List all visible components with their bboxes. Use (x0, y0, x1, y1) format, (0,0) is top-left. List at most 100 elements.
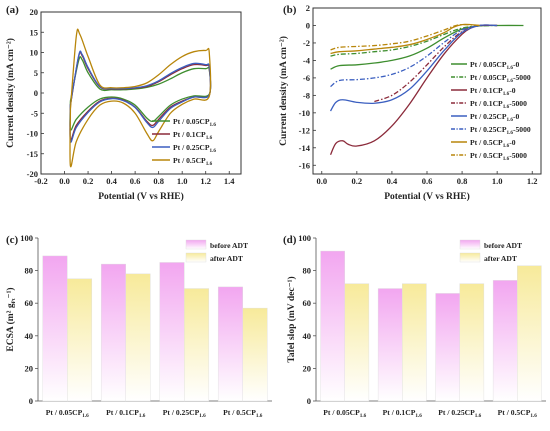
panel-d-bar-after-4 (517, 265, 542, 402)
panel-c-bar-before-1 (42, 255, 68, 402)
panel-a-x-tick-label: 1.0 (177, 176, 188, 186)
panel-c-bar-before-3 (159, 262, 185, 402)
panel-a-label: (a) (6, 4, 19, 16)
panel-d-y-tick-label: 60 (303, 298, 312, 308)
panel-b-x-tick-label: 1.0 (492, 176, 503, 186)
panel-b-y-tick-label: 0 (306, 20, 310, 30)
panel-a-x-tick-label: 0.6 (130, 176, 141, 186)
panel-a-x-tick-label: 0.4 (106, 176, 117, 186)
panel-a-y-axis-title: Current density (mA cm⁻²) (5, 38, 16, 148)
panel-c-y-tick-label: 100 (20, 233, 33, 243)
panel-c-category-label-2: Pt / 0.1CP1.6 (106, 408, 146, 419)
panel-b-y-axis-title: Current density (mA cm⁻²) (278, 36, 289, 146)
panel-d-legend-swatch-1 (459, 239, 481, 250)
panel-d-category-label-1: Pt / 0.05CP1.6 (323, 408, 366, 419)
panel-b-x-tick-label: 1.2 (527, 176, 538, 186)
panel-a-legend-label-4: Pt / 0.5CP1.6 (173, 156, 213, 167)
panel-d-category-label-2: Pt / 0.1CP1.6 (383, 408, 423, 419)
panel-c-category-label-1: Pt / 0.05CP1.6 (46, 408, 89, 419)
panel-a-y-tick-label: -20 (27, 169, 38, 179)
panel-b-legend-label-3: Pt / 0.1CP1.6-0 (470, 86, 516, 97)
panel-d-legend-swatch-2 (459, 252, 481, 263)
panel-a-y-tick-label: 0 (34, 88, 38, 98)
panel-c-bar-before-4 (217, 286, 243, 402)
panel-a-x-tick-label: 0.0 (59, 176, 70, 186)
panel-b-legend-label-8: Pt / 0.5CP1.6-5000 (470, 151, 527, 162)
panel-d-label: (d) (283, 234, 297, 246)
panel-a-y-tick-label: 20 (30, 7, 39, 17)
panel-b-lsv-curve-8 (330, 23, 480, 51)
panel-b-x-tick-label: 0.2 (352, 176, 363, 186)
panel-b-legend-label-4: Pt / 0.1CP1.6-5000 (470, 99, 527, 110)
panel-c-bar-after-4 (242, 307, 268, 402)
panel-b-x-axis-title: Potential (V vs RHE) (384, 191, 470, 202)
panel-d-y-tick-label: 100 (298, 233, 311, 243)
panel-c-legend-label-2: after ADT (210, 254, 243, 263)
panel-d-bar-before-3 (435, 293, 460, 402)
panel-b-legend-label-6: Pt / 0.25CP1.6-5000 (470, 125, 531, 136)
panel-b-x-tick-label: 0.4 (387, 176, 398, 186)
panel-a-legend-label-1: Pt / 0.05CP1.6 (173, 117, 216, 128)
panel-a-y-tick-label: -15 (27, 149, 38, 159)
panel-a-y-tick-label: -5 (31, 108, 38, 118)
panel-b-lsv-curve-6 (330, 24, 480, 88)
panel-a-legend-label-2: Pt / 0.1CP1.6 (173, 130, 213, 141)
panel-a-y-tick-label: 5 (34, 68, 38, 78)
panel-d-bar-before-1 (320, 250, 345, 402)
panel-a-x-tick-label: 0.8 (153, 176, 164, 186)
panel-b-lsv-curve-7 (330, 23, 480, 55)
panel-d-category-label-3: Pt / 0.25CP1.6 (438, 408, 481, 419)
panel-b-x-tick-label: 0.8 (457, 176, 468, 186)
panel-b-legend-label-5: Pt / 0.25CP1.6-0 (470, 112, 520, 123)
panel-b-x-tick-label: 0.6 (422, 176, 433, 186)
panel-b-y-tick-label: -14 (299, 143, 311, 153)
panel-c-bar-after-2 (125, 273, 151, 402)
panel-c-y-tick-label: 80 (25, 266, 34, 276)
panel-b-y-tick-label: -8 (303, 90, 310, 100)
panel-a-x-tick-label: 0.2 (83, 176, 94, 186)
panel-d-y-tick-label: 80 (303, 266, 312, 276)
panel-c-y-tick-label: 0 (29, 396, 33, 406)
panel-d-bar-after-1 (344, 283, 370, 402)
panel-d-y-tick-label: 40 (303, 331, 312, 341)
panel-b-y-tick-label: -12 (299, 125, 310, 135)
panel-c-legend-swatch-2 (185, 252, 207, 263)
panel-c-y-tick-label: 40 (25, 331, 34, 341)
panel-b-lsv-curve-2 (330, 24, 498, 57)
panel-d-legend-label-2: after ADT (484, 254, 517, 263)
panel-a-x-axis-title: Potential (V vs RHE) (98, 191, 184, 202)
panel-a-legend-label-3: Pt / 0.25CP1.6 (173, 143, 216, 154)
panel-a-y-tick-label: 10 (30, 48, 39, 58)
panel-b-y-tick-label: -16 (299, 160, 310, 170)
panel-b-y-tick-label: -2 (303, 38, 310, 48)
panel-d-y-tick-label: 0 (307, 396, 311, 406)
panel-c-y-axis-title: ECSA (m² gPt⁻¹) (5, 287, 17, 351)
panel-a-y-tick-label: 15 (30, 27, 39, 37)
panel-c-category-label-3: Pt / 0.25CP1.6 (163, 408, 206, 419)
panel-c-bar-after-1 (67, 278, 93, 402)
panel-b-legend-label-7: Pt / 0.5CP1.6-0 (470, 138, 516, 149)
panel-c-y-tick-label: 60 (25, 298, 34, 308)
panel-b-legend-label-1: Pt / 0.05CP1.6-0 (470, 60, 520, 71)
panel-c-category-label-4: Pt / 0.5CP1.6 (223, 408, 263, 419)
panel-b-y-tick-label: -4 (303, 55, 311, 65)
panel-b-x-tick-label: 0.0 (316, 176, 327, 186)
panel-a-y-tick-label: -10 (27, 129, 38, 139)
panel-c-label: (c) (6, 234, 19, 246)
panel-c-bar-before-2 (100, 263, 126, 402)
panel-b-y-tick-label: 2 (306, 3, 310, 13)
panel-d-bar-before-2 (377, 288, 403, 402)
panel-b-label: (b) (283, 4, 297, 16)
panel-c-y-tick-label: 20 (25, 363, 34, 373)
panel-c-legend-swatch-1 (185, 239, 207, 250)
panel-d-legend-label-1: before ADT (484, 241, 522, 250)
panel-d-category-label-4: Pt / 0.5CP1.6 (498, 408, 538, 419)
panel-b-y-tick-label: -6 (303, 73, 310, 83)
panel-d-bar-after-2 (402, 283, 427, 402)
panel-b-y-tick-label: -10 (299, 108, 310, 118)
panel-d-bar-after-3 (459, 283, 485, 402)
panel-c-bar-after-3 (184, 288, 210, 402)
panel-b-lsv-curve-5 (329, 24, 498, 112)
panel-a-x-tick-label: 1.4 (224, 176, 235, 186)
